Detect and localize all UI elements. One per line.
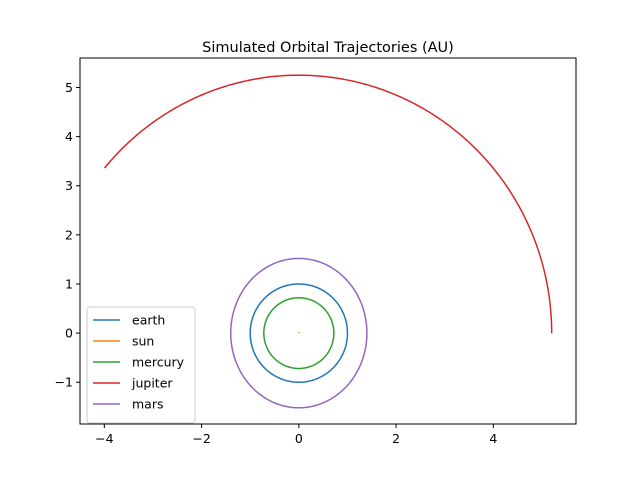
series-line-mars [229, 257, 368, 409]
series-layer [103, 74, 553, 409]
legend-box [86, 306, 196, 424]
x-tick-label: 0 [295, 431, 303, 446]
legend-label-earth: earth [132, 313, 165, 328]
y-axis: −1 0 1 2 3 4 5 [55, 80, 80, 390]
legend-label-mars: mars [132, 397, 164, 412]
chart-title: Simulated Orbital Trajectories (AU) [202, 40, 454, 56]
series-line-mercury [263, 296, 335, 370]
x-tick-label: −4 [95, 431, 113, 446]
y-tick-label: −1 [55, 375, 73, 390]
y-tick-label: 0 [65, 326, 73, 341]
x-tick-label: 4 [489, 431, 497, 446]
series-line-jupiter [103, 74, 553, 334]
legend-label-sun: sun [132, 334, 154, 349]
x-tick-label: −2 [192, 431, 210, 446]
legend: earth sun mercury jupiter mars [86, 306, 196, 424]
x-tick-label: 2 [392, 431, 400, 446]
series-line-earth [249, 283, 349, 383]
x-axis: −4 −2 0 2 4 [95, 424, 497, 446]
y-tick-label: 1 [65, 276, 73, 291]
y-tick-label: 5 [65, 80, 73, 95]
legend-label-jupiter: jupiter [131, 376, 173, 391]
y-tick-label: 4 [65, 129, 73, 144]
y-tick-label: 2 [65, 227, 73, 242]
y-tick-label: 3 [65, 178, 73, 193]
plot-frame [79, 57, 577, 425]
legend-label-mercury: mercury [132, 355, 185, 370]
